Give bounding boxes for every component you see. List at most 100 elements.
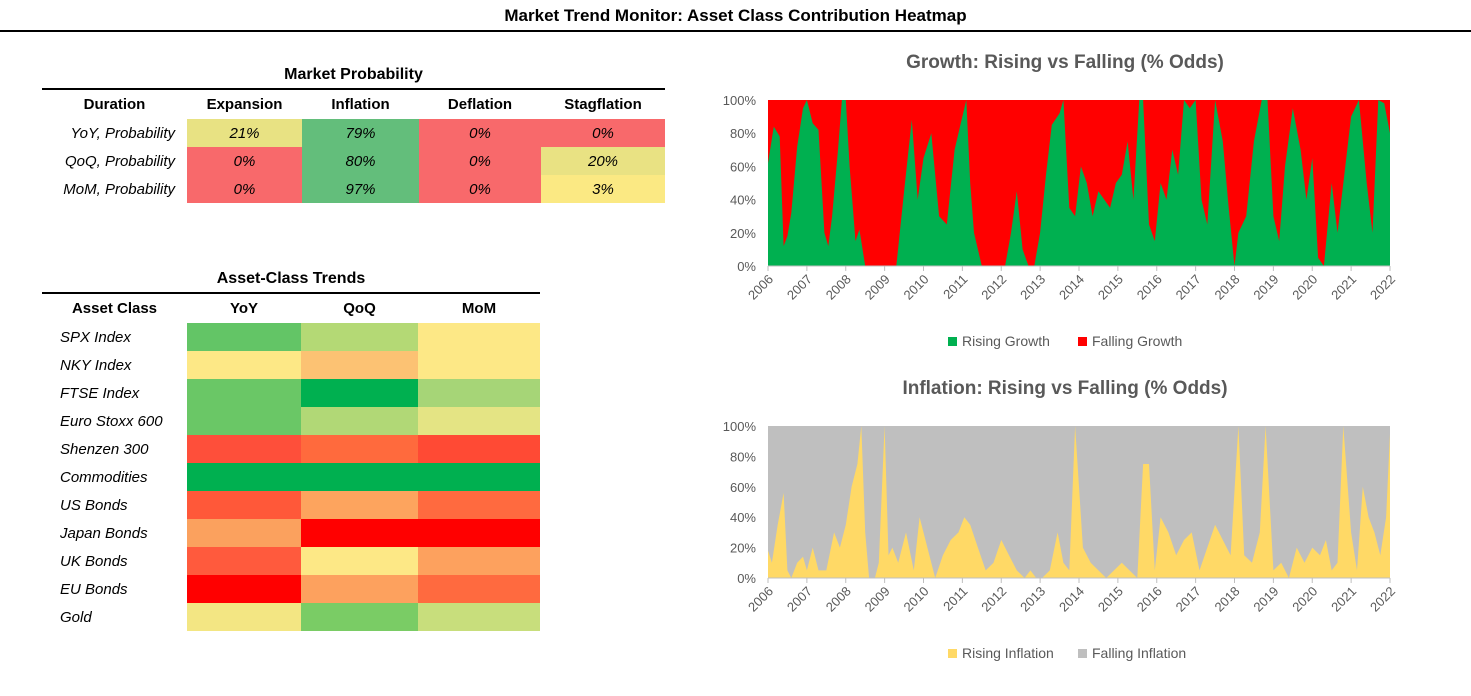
trend-heat-cell bbox=[418, 463, 540, 491]
trend-row: Commodities bbox=[42, 463, 540, 491]
prob-col-header: Stagflation bbox=[564, 96, 642, 113]
trend-heat-cell bbox=[187, 379, 301, 407]
inflation-y-tick: 80% bbox=[730, 449, 756, 464]
inflation-x-tick: 2020 bbox=[1289, 584, 1320, 615]
growth-x-tick: 2018 bbox=[1212, 272, 1243, 303]
trend-heat-cell bbox=[301, 435, 418, 463]
inflation-x-tick: 2007 bbox=[784, 584, 815, 615]
trend-heat-cell bbox=[301, 491, 418, 519]
trend-row-label: Shenzen 300 bbox=[60, 440, 149, 458]
trend-heat-cell bbox=[301, 547, 418, 575]
growth-y-tick: 0% bbox=[737, 259, 756, 274]
trend-heat-cell bbox=[418, 351, 540, 379]
trend-row: US Bonds bbox=[42, 491, 540, 519]
growth-legend-swatch bbox=[1078, 337, 1087, 346]
growth-rising-area bbox=[768, 100, 1390, 266]
inflation-legend-swatch bbox=[1078, 649, 1087, 658]
trend-heat-cell bbox=[301, 463, 418, 491]
growth-x-tick: 2009 bbox=[862, 272, 893, 303]
growth-x-tick: 2006 bbox=[745, 272, 776, 303]
growth-x-tick: 2007 bbox=[784, 272, 815, 303]
trend-row: UK Bonds bbox=[42, 547, 540, 575]
inflation-x-tick: 2006 bbox=[745, 584, 776, 615]
trend-row: FTSE Index bbox=[42, 379, 540, 407]
trend-heat-cell bbox=[187, 491, 301, 519]
growth-x-tick: 2013 bbox=[1017, 272, 1048, 303]
growth-x-tick: 2020 bbox=[1289, 272, 1320, 303]
trend-heat-cell bbox=[418, 379, 540, 407]
prob-col-header: Inflation bbox=[331, 96, 390, 113]
growth-legend-label: Rising Growth bbox=[962, 333, 1050, 349]
trend-heat-cell bbox=[418, 323, 540, 351]
trend-heat-cell bbox=[301, 407, 418, 435]
growth-x-tick: 2022 bbox=[1367, 272, 1398, 303]
trend-heat-cell bbox=[301, 351, 418, 379]
inflation-chart-svg: 0% 20% 40% 60% 80% 100% 2006 2007 2008 2009 2010 20… bbox=[723, 419, 1398, 661]
growth-x-tick: 2010 bbox=[901, 272, 932, 303]
inflation-x-tick: 2013 bbox=[1017, 584, 1048, 615]
trend-heat-cell bbox=[187, 435, 301, 463]
trend-row: SPX Index bbox=[42, 323, 540, 351]
growth-chart: Growth: Rising vs Falling (% Odds) 0% 20%… bbox=[700, 50, 1430, 360]
prob-cell: 0% bbox=[541, 119, 665, 147]
trend-heat-cell bbox=[187, 603, 301, 631]
growth-y-tick: 100% bbox=[723, 93, 757, 108]
trend-heat-cell bbox=[418, 575, 540, 603]
trend-heat-cell bbox=[418, 603, 540, 631]
trend-heat-cell bbox=[301, 519, 418, 547]
trend-row: EU Bonds bbox=[42, 575, 540, 603]
growth-y-tick: 80% bbox=[730, 126, 756, 141]
trend-heat-cell bbox=[418, 491, 540, 519]
inflation-y-tick: 20% bbox=[730, 541, 756, 556]
trend-heat-cell bbox=[301, 603, 418, 631]
prob-cell: 3% bbox=[541, 175, 665, 203]
trend-col-header: YoY bbox=[229, 300, 259, 317]
inflation-legend-label: Falling Inflation bbox=[1092, 645, 1186, 661]
prob-cell: 20% bbox=[541, 147, 665, 175]
trend-row: Japan Bonds bbox=[42, 519, 540, 547]
trend-row-label: Commodities bbox=[60, 468, 148, 486]
inflation-y-tick: 100% bbox=[723, 419, 757, 434]
trend-row-label: Euro Stoxx 600 bbox=[60, 412, 163, 430]
growth-chart-svg: 0% 20% 40% 60% 80% 100% 2006 2007 2008 2009 2010 20… bbox=[723, 93, 1398, 349]
title-divider bbox=[0, 30, 1471, 32]
inflation-y-tick: 0% bbox=[737, 571, 756, 586]
inflation-y-tick: 60% bbox=[730, 480, 756, 495]
growth-x-tick: 2015 bbox=[1095, 272, 1126, 303]
trend-row-label: Gold bbox=[60, 608, 92, 626]
inflation-x-tick: 2008 bbox=[823, 584, 854, 615]
asset-class-trends-header: Asset Class YoY QoQ MoM bbox=[42, 293, 540, 323]
trend-heat-cell bbox=[187, 547, 301, 575]
growth-x-tick: 2012 bbox=[978, 272, 1009, 303]
trend-row-label: FTSE Index bbox=[60, 384, 140, 402]
trend-row: Shenzen 300 bbox=[42, 435, 540, 463]
inflation-chart: Inflation: Rising vs Falling (% Odds) 0%… bbox=[700, 376, 1430, 676]
prob-cell: 0% bbox=[419, 119, 541, 147]
prob-row-label: QoQ, Probability bbox=[64, 152, 175, 170]
trend-heat-cell bbox=[187, 323, 301, 351]
growth-x-tick: 2021 bbox=[1328, 272, 1359, 303]
trend-heat-cell bbox=[301, 379, 418, 407]
trend-row-label: NKY Index bbox=[60, 356, 132, 374]
inflation-x-tick: 2015 bbox=[1095, 584, 1126, 615]
trend-row-label: EU Bonds bbox=[60, 580, 128, 598]
trend-heat-cell bbox=[187, 519, 301, 547]
prob-cell: 0% bbox=[419, 175, 541, 203]
growth-y-tick: 20% bbox=[730, 226, 756, 241]
trend-heat-cell bbox=[418, 407, 540, 435]
trend-heat-cell bbox=[301, 575, 418, 603]
prob-cell: 0% bbox=[187, 147, 302, 175]
trend-heat-cell bbox=[187, 407, 301, 435]
inflation-chart-title: Inflation: Rising vs Falling (% Odds) bbox=[902, 378, 1228, 399]
asset-class-trends-caption: Asset-Class Trends bbox=[42, 266, 540, 294]
inflation-x-tick: 2022 bbox=[1367, 584, 1398, 615]
trend-heat-cell bbox=[187, 351, 301, 379]
prob-row-label: MoM, Probability bbox=[63, 180, 175, 198]
trend-row-label: Japan Bonds bbox=[60, 524, 148, 542]
inflation-x-tick: 2009 bbox=[862, 584, 893, 615]
inflation-x-tick: 2019 bbox=[1250, 584, 1281, 615]
growth-y-tick: 40% bbox=[730, 193, 756, 208]
growth-x-tick: 2016 bbox=[1134, 272, 1165, 303]
prob-col-header: Deflation bbox=[447, 96, 513, 113]
prob-cell: 79% bbox=[302, 119, 419, 147]
